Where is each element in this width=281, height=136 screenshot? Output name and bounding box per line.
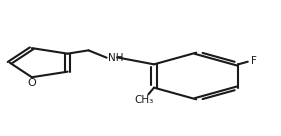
Text: F: F xyxy=(251,56,257,66)
Text: O: O xyxy=(28,78,36,88)
Text: NH: NH xyxy=(108,53,123,63)
Text: CH₃: CH₃ xyxy=(135,95,154,105)
